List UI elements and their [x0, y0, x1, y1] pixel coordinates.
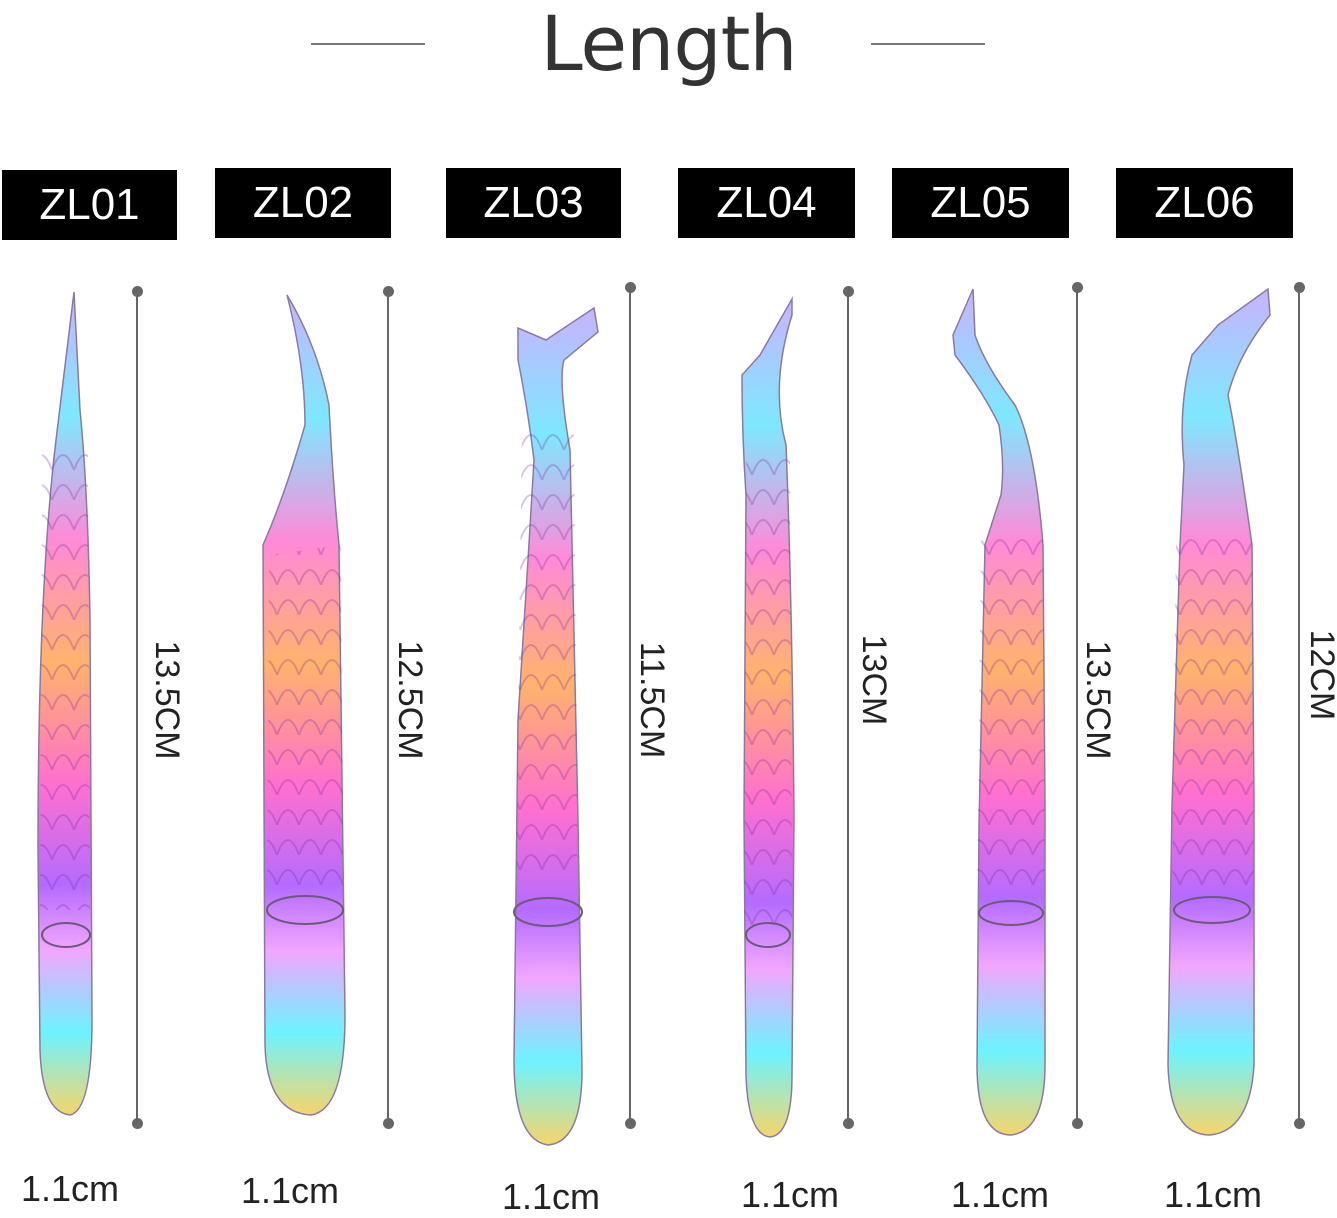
measure-line-zl06: [1298, 287, 1300, 1121]
measure-line-zl03: [629, 287, 631, 1121]
measure-line-zl01: [136, 291, 138, 1121]
length-label-zl02: 12.5CM: [391, 640, 429, 760]
measure-line-zl02: [387, 291, 389, 1121]
measure-line-zl04: [847, 291, 849, 1121]
measure-dot-bottom-zl05: [1072, 1118, 1083, 1129]
tweezer-zl03-image: [513, 306, 599, 1146]
width-label-zl04: 1.1cm: [740, 1174, 840, 1215]
tweezer-zl01-image: [37, 291, 93, 1116]
width-label-zl03: 1.1cm: [501, 1176, 601, 1217]
measure-dot-bottom-zl03: [625, 1118, 636, 1129]
length-label-zl01: 13.5CM: [148, 640, 186, 760]
label-zl01: ZL01: [2, 170, 177, 240]
width-label-zl05: 1.1cm: [950, 1174, 1050, 1215]
measure-dot-bottom-zl01: [132, 1118, 143, 1129]
title-line-left: [311, 43, 425, 45]
title-line-right: [871, 43, 985, 45]
tweezer-zl02-image: [262, 294, 346, 1116]
page-title: Length: [540, 0, 797, 88]
label-zl05: ZL05: [892, 168, 1069, 238]
label-zl04: ZL04: [678, 168, 855, 238]
measure-dot-bottom-zl04: [843, 1118, 854, 1129]
label-zl03: ZL03: [446, 168, 621, 238]
length-label-zl05: 13.5CM: [1079, 640, 1117, 760]
width-label-zl01: 1.1cm: [20, 1168, 120, 1209]
tweezer-zl05-image: [952, 288, 1046, 1136]
length-label-zl03: 11.5CM: [633, 641, 671, 759]
width-label-zl06: 1.1cm: [1163, 1174, 1263, 1215]
label-zl06: ZL06: [1116, 168, 1293, 238]
tweezer-zl04-image: [741, 296, 795, 1138]
tweezer-zl06-image: [1167, 287, 1271, 1136]
length-label-zl06: 12CM: [1303, 629, 1337, 721]
label-zl02: ZL02: [215, 168, 391, 238]
measure-line-zl05: [1076, 287, 1078, 1121]
measure-dot-bottom-zl02: [383, 1118, 394, 1129]
length-label-zl04: 13CM: [855, 634, 893, 726]
measure-dot-bottom-zl06: [1294, 1118, 1305, 1129]
width-label-zl02: 1.1cm: [240, 1170, 340, 1211]
